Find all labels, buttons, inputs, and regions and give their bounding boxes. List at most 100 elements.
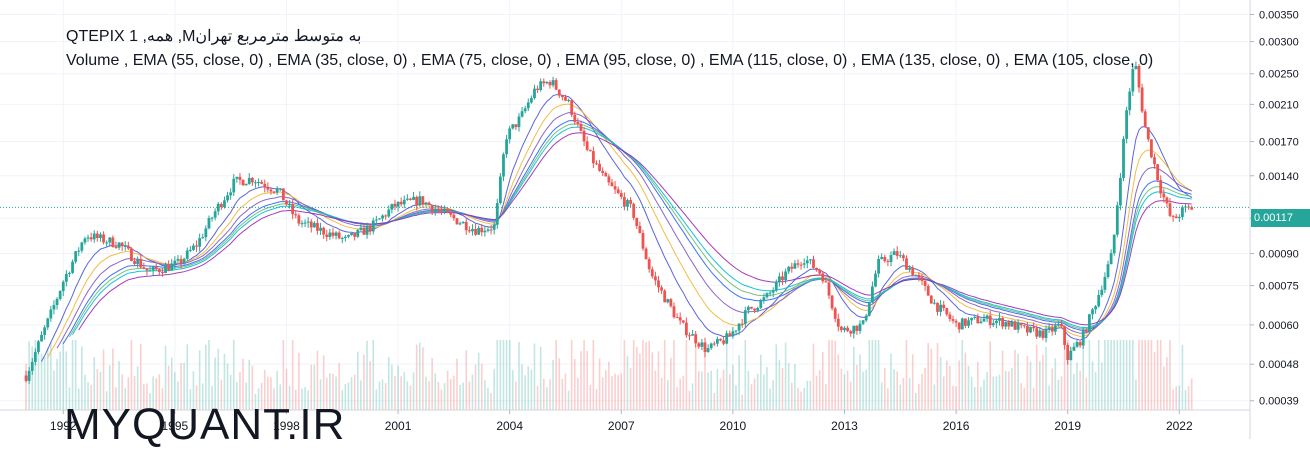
candle-body: [979, 321, 983, 324]
volume-bar: [217, 348, 220, 410]
candle-body: [238, 176, 242, 180]
candle-body: [316, 222, 319, 231]
price-axis[interactable]: 0.00350 0.00300 0.00250 0.00210 0.00170 0.001…: [1249, 0, 1299, 439]
volume-bar: [1035, 344, 1038, 410]
candle-body: [539, 81, 543, 91]
watermark: MYQUANT.IR: [64, 400, 346, 449]
volume-bar: [360, 380, 362, 410]
candle: [796, 259, 800, 268]
volume-bar: [477, 352, 480, 410]
volume-bar: [595, 389, 598, 410]
candle: [970, 317, 974, 325]
candle: [833, 306, 837, 323]
candle-body: [616, 189, 620, 194]
volume-bar: [1144, 340, 1147, 410]
candle: [998, 313, 1001, 326]
candle-body: [192, 245, 195, 250]
candle-body: [263, 183, 267, 188]
candle: [300, 220, 304, 228]
candle: [126, 241, 130, 250]
volume-bar: [865, 369, 867, 410]
candle-body: [210, 217, 214, 219]
candle: [409, 197, 412, 201]
volume-bar: [852, 346, 855, 410]
volume-bar: [890, 353, 892, 410]
candle-body: [815, 267, 818, 271]
volume-bar: [394, 375, 396, 410]
volume-bar: [701, 371, 703, 410]
volume-bar: [403, 371, 406, 410]
candle: [157, 268, 161, 276]
candle: [734, 330, 738, 335]
volume-bar: [1045, 346, 1047, 410]
volume-bar: [1166, 357, 1168, 410]
candle-body: [808, 259, 812, 261]
candle: [99, 232, 102, 242]
time-axis[interactable]: 1992 1995 1998 2001 2004 2007 2010 2013 2016 2019…: [0, 409, 1250, 433]
candle: [133, 257, 136, 266]
candle-body: [433, 208, 437, 212]
candle: [861, 320, 865, 326]
candle-body: [514, 124, 518, 128]
candle: [204, 225, 208, 242]
candle-body: [821, 273, 825, 282]
candle-body: [390, 203, 394, 210]
candle: [719, 338, 722, 342]
candle-body: [1146, 127, 1150, 140]
indicator-legend[interactable]: Volume , EMA (55, close, 0) , EMA (35, c…: [66, 52, 1154, 69]
candle: [210, 216, 214, 222]
candle-body: [27, 370, 31, 381]
candle: [489, 224, 493, 235]
candle-body: [136, 259, 140, 264]
volume-bar: [1057, 379, 1060, 410]
candle: [229, 188, 233, 200]
volume-bar: [1085, 377, 1088, 410]
candle: [709, 342, 713, 350]
candle-body: [219, 203, 223, 207]
candle-body: [312, 222, 316, 228]
volume-bar: [1023, 387, 1026, 410]
volume-bar: [112, 348, 114, 410]
candle: [849, 329, 853, 337]
candle: [505, 134, 508, 158]
volume-bar: [676, 387, 678, 410]
volume-bar: [397, 365, 399, 410]
volume-bar: [955, 386, 957, 410]
volume-bar: [263, 369, 266, 410]
candle: [725, 330, 729, 345]
volume-bar: [989, 341, 992, 410]
volume-bar: [564, 373, 567, 410]
volume-bar: [77, 388, 80, 410]
volume-bar: [257, 388, 260, 410]
candle-body: [870, 286, 874, 303]
candle: [771, 287, 775, 298]
volume-bar: [747, 370, 750, 410]
price-chart[interactable]: 0.00350 0.00300 0.00250 0.00210 0.00170 0.001…: [0, 0, 1310, 439]
volume-bar: [139, 344, 142, 410]
candle-body: [467, 230, 471, 232]
candle-body: [409, 198, 412, 200]
candle-body: [855, 325, 859, 331]
candle-body: [880, 257, 884, 259]
volume-bar: [539, 346, 542, 410]
candle: [867, 302, 871, 317]
candle: [653, 271, 657, 286]
candle-body: [976, 316, 980, 324]
candle-body: [161, 272, 164, 274]
candle-body: [213, 211, 217, 218]
candle: [64, 270, 68, 287]
volume-bar: [1073, 374, 1075, 410]
candle-body: [440, 210, 443, 212]
candle-body: [849, 331, 853, 334]
x-tick-label: 2004: [496, 419, 523, 433]
candle-body: [585, 141, 589, 150]
candle: [756, 306, 760, 313]
volume-bar: [967, 365, 970, 410]
candle: [446, 208, 450, 213]
candle: [123, 241, 127, 251]
volume-bar: [183, 362, 185, 410]
volume-bar: [896, 371, 898, 410]
candle-body: [443, 209, 446, 211]
volume-bar: [530, 369, 533, 410]
